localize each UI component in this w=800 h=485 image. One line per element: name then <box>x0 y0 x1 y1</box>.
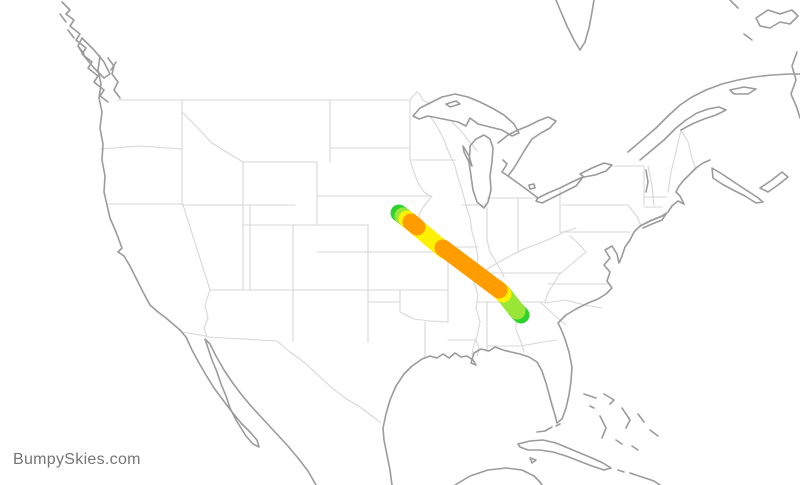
watermark-bumpyskies: BumpySkies.com <box>13 451 141 468</box>
route-segment-orange <box>402 213 426 236</box>
state-borders <box>99 91 697 424</box>
route-segment-orange <box>434 239 508 299</box>
coastlines <box>59 0 800 485</box>
route-layer <box>390 204 530 324</box>
